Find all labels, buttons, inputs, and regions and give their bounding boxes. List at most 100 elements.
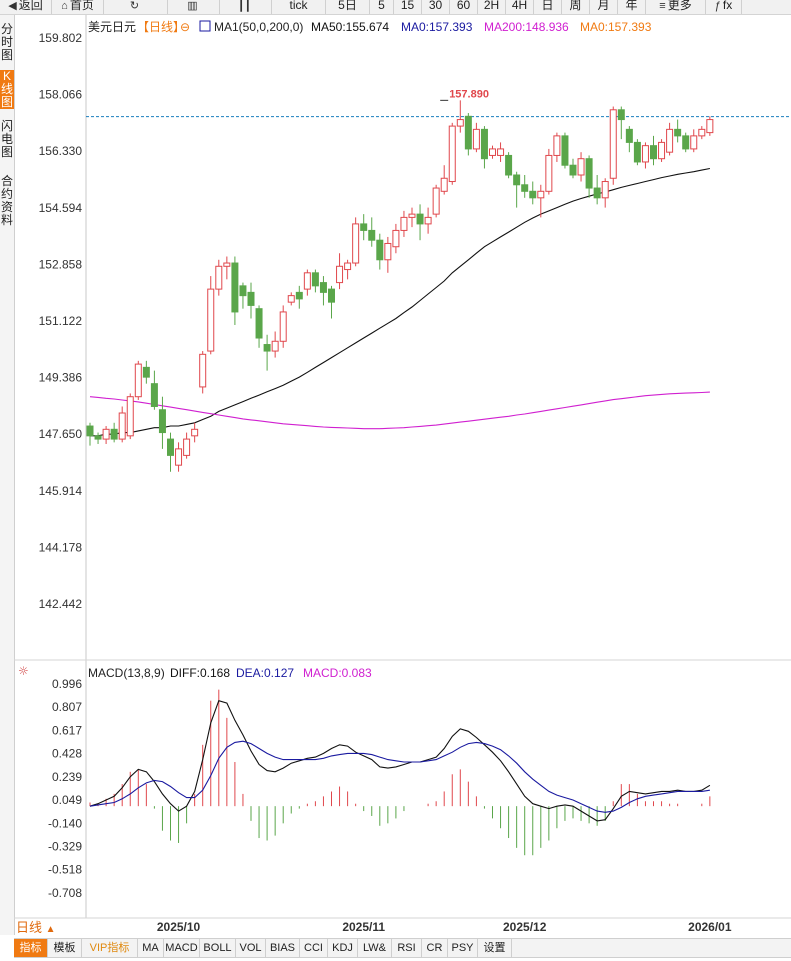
toolbar-item-label: 5: [378, 0, 385, 12]
candle-body: [400, 216, 408, 231]
high-price-label: 157.890: [449, 88, 489, 100]
candle-body: [690, 135, 698, 150]
indicator-tab-4[interactable]: MACD: [164, 939, 200, 957]
indicator-tab-bar: 指标 模板 VIP指标 MA MACD BOLL VOL BIAS CCI KDJ LW& RSI CR…: [14, 938, 791, 958]
candle-body: [328, 288, 335, 303]
macd-tick-label: -0.518: [48, 863, 82, 877]
macd-tick-label: 0.807: [52, 700, 82, 714]
indicator-tab-7[interactable]: BIAS: [266, 939, 300, 957]
indicator-tab-5[interactable]: BOLL: [200, 939, 236, 957]
candle-body: [247, 291, 255, 306]
menu-icon: ≡: [659, 0, 666, 12]
candle-body: [480, 128, 488, 160]
toolbar-item-17[interactable]: ≡ 更多: [646, 0, 706, 14]
candle-body: [191, 428, 199, 437]
toolbar-item-2[interactable]: ↻: [104, 0, 168, 14]
candle-body: [336, 265, 344, 284]
candle-body: [698, 128, 706, 137]
indicator-tab-8[interactable]: CCI: [300, 939, 328, 957]
toolbar-item-label: 4H: [511, 0, 528, 12]
candle-body: [368, 229, 376, 241]
candle-body: [239, 285, 247, 297]
left-tab-3[interactable]: 合约资料: [0, 174, 13, 227]
toolbar-item-8[interactable]: 15: [394, 0, 422, 14]
candle-body: [448, 125, 456, 183]
candle-body: [553, 135, 561, 156]
indicator-tab-10[interactable]: LW&: [358, 939, 392, 957]
candle-body: [505, 154, 513, 176]
candle-body: [295, 291, 303, 300]
toolbar-item-5[interactable]: tick: [272, 0, 326, 14]
candle-body: [682, 135, 690, 150]
toolbar-item-12[interactable]: 4H: [506, 0, 534, 14]
toolbar-item-3[interactable]: ▥: [168, 0, 220, 14]
top-toolbar: ◀ 返回 ⌂ 首页 ↻ ▥ ┃┃ tick 5日 5 15 30 60 2H 4H 日周月年 ≡ 更多 ƒ fx: [0, 0, 791, 15]
indicator-tab-6[interactable]: VOL: [236, 939, 266, 957]
dea-line: [89, 740, 710, 813]
candle-body: [142, 366, 150, 378]
indicator-tab-2[interactable]: VIP指标: [82, 939, 138, 957]
toolbar-item-label: 15: [400, 0, 415, 12]
macd-tick-label: 0.617: [52, 723, 82, 737]
candle-body: [424, 216, 432, 225]
toolbar-item-18[interactable]: ƒ fx: [706, 0, 742, 14]
candle-body: [545, 154, 553, 192]
candle-body: [287, 295, 295, 303]
candle-body: [376, 239, 384, 261]
indicator-tab-12[interactable]: CR: [422, 939, 448, 957]
candle-body: [384, 242, 392, 261]
candle-body: [489, 148, 496, 156]
toolbar-item-15[interactable]: 月: [590, 0, 618, 14]
macd-tick-label: -0.140: [48, 816, 82, 830]
indicator-tab-0[interactable]: 指标: [14, 939, 48, 957]
candle-body: [344, 262, 352, 271]
toolbar-item-label: 2H: [483, 0, 500, 12]
candle-body: [569, 164, 577, 176]
indicator-tab-9[interactable]: KDJ: [328, 939, 358, 957]
macd-name: MACD(13,8,9): [88, 666, 165, 680]
toolbar-item-11[interactable]: 2H: [478, 0, 506, 14]
candle-body: [271, 340, 279, 352]
dea-value: DEA:0.127: [236, 666, 294, 680]
period-label: 日线: [16, 920, 43, 935]
candle-body: [650, 145, 657, 160]
candle-body: [255, 308, 263, 339]
macd-tick-label: -0.708: [48, 886, 82, 900]
toolbar-item-13[interactable]: 日: [534, 0, 562, 14]
period-selector-button[interactable]: 日线 ▲: [16, 920, 76, 936]
toolbar-item-4[interactable]: ┃┃: [220, 0, 272, 14]
toolbar-item-14[interactable]: 周: [562, 0, 590, 14]
candle-body: [303, 272, 311, 290]
candle-body: [601, 181, 609, 199]
candle-body: [199, 353, 207, 388]
indicator-tab-14[interactable]: 设置: [478, 939, 512, 957]
toolbar-item-6[interactable]: 5日: [326, 0, 370, 14]
toolbar-item-0[interactable]: ◀ 返回: [0, 0, 52, 14]
indicator-tab-13[interactable]: PSY: [448, 939, 478, 957]
candle-body: [352, 223, 360, 264]
left-tab-0[interactable]: 分时图: [0, 22, 13, 62]
macd-tick-label: -0.329: [48, 840, 82, 854]
function-icon: ƒ: [714, 0, 721, 12]
indicator-tab-11[interactable]: RSI: [392, 939, 422, 957]
price-tick-label: 158.066: [39, 88, 83, 102]
toolbar-item-9[interactable]: 30: [422, 0, 450, 14]
candle-body: [440, 177, 448, 192]
candle-body: [674, 128, 682, 137]
back-arrow-icon: ◀: [8, 0, 17, 12]
candle-body: [134, 363, 142, 398]
toolbar-item-7[interactable]: 5: [370, 0, 394, 14]
toolbar-item-1[interactable]: ⌂ 首页: [52, 0, 104, 14]
price-tick-label: 154.594: [39, 201, 83, 215]
macd-value: MACD:0.083: [303, 666, 372, 680]
date-tick-label: 2025/10: [157, 920, 201, 934]
candle-body: [617, 109, 625, 121]
indicator-tab-1[interactable]: 模板: [48, 939, 82, 957]
toolbar-item-16[interactable]: 年: [618, 0, 646, 14]
left-tab-2[interactable]: 闪电图: [0, 119, 13, 159]
toolbar-item-10[interactable]: 60: [450, 0, 478, 14]
indicator-tab-3[interactable]: MA: [138, 939, 164, 957]
candle-body: [593, 187, 601, 199]
